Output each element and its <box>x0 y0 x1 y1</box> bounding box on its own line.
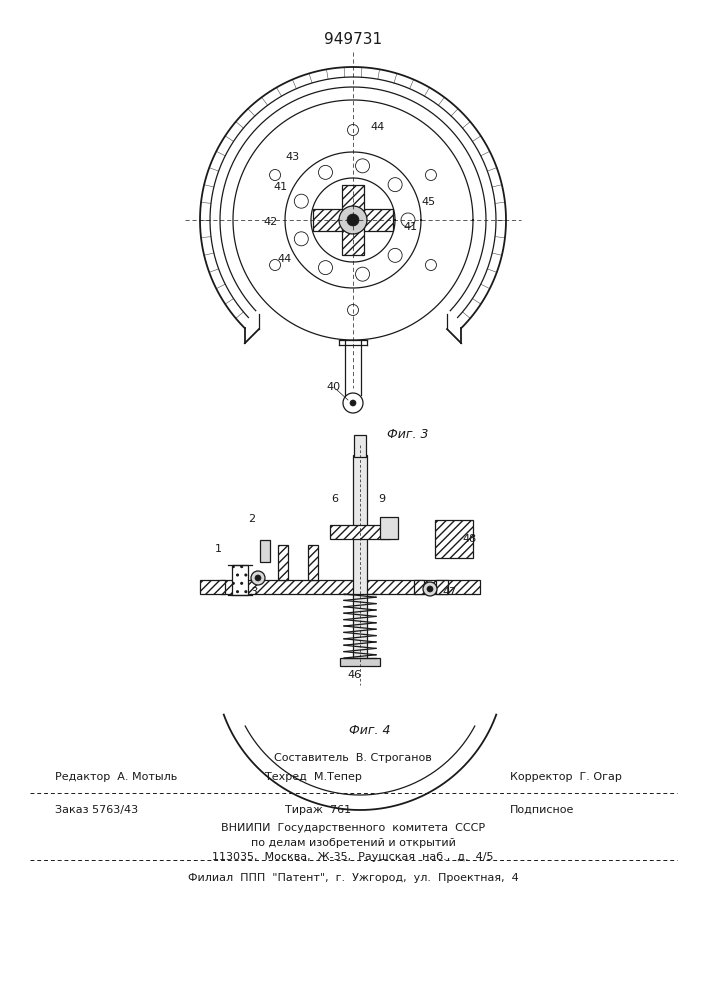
Circle shape <box>426 169 436 180</box>
Circle shape <box>423 582 437 596</box>
Bar <box>330 525 390 539</box>
Text: 42: 42 <box>264 217 278 227</box>
Text: Фиг. 3: Фиг. 3 <box>387 428 428 442</box>
Text: 9: 9 <box>378 494 385 504</box>
Circle shape <box>269 169 281 180</box>
Bar <box>260 540 270 562</box>
Bar <box>232 565 248 595</box>
Text: 2: 2 <box>248 514 255 524</box>
Bar <box>278 545 288 580</box>
Text: 1: 1 <box>214 544 221 554</box>
Text: Техред  М.Тепер: Техред М.Тепер <box>265 772 362 782</box>
Text: Заказ 5763/43: Заказ 5763/43 <box>55 805 138 815</box>
Circle shape <box>251 571 265 585</box>
Circle shape <box>339 206 367 234</box>
Text: 40: 40 <box>327 382 341 392</box>
Text: 949731: 949731 <box>324 32 382 47</box>
Text: 46: 46 <box>348 670 362 680</box>
Circle shape <box>426 259 436 270</box>
Bar <box>308 545 318 580</box>
Circle shape <box>347 214 359 226</box>
Circle shape <box>348 304 358 316</box>
Circle shape <box>350 400 356 406</box>
Bar <box>436 580 448 594</box>
Circle shape <box>427 586 433 592</box>
Text: Корректор  Г. Огар: Корректор Г. Огар <box>510 772 622 782</box>
Bar <box>354 435 366 457</box>
Bar <box>340 658 380 666</box>
Text: 44: 44 <box>278 254 292 264</box>
Text: 41: 41 <box>274 182 288 192</box>
Circle shape <box>269 259 281 270</box>
Bar <box>435 520 473 558</box>
Bar <box>220 580 480 594</box>
Text: Подписное: Подписное <box>510 805 574 815</box>
Text: Фиг. 4: Фиг. 4 <box>349 724 391 736</box>
Bar <box>380 517 398 539</box>
Text: ВНИИПИ  Государственного  комитета  СССР: ВНИИПИ Государственного комитета СССР <box>221 823 485 833</box>
Text: Филиал  ППП  "Патент",  г.  Ужгород,  ул.  Проектная,  4: Филиал ППП "Патент", г. Ужгород, ул. Про… <box>187 873 518 883</box>
Bar <box>353 455 367 665</box>
Circle shape <box>255 575 261 581</box>
Text: Редактор  А. Мотыль: Редактор А. Мотыль <box>55 772 177 782</box>
Bar <box>200 580 225 594</box>
Text: 41: 41 <box>404 222 418 232</box>
Bar <box>313 209 393 231</box>
Text: 47: 47 <box>443 587 457 597</box>
Text: 113035,  Москва,  Ж-35,  Раушская  наб.,  д.  4/5: 113035, Москва, Ж-35, Раушская наб., д. … <box>212 852 493 862</box>
Bar <box>414 580 424 594</box>
Text: 43: 43 <box>286 152 300 162</box>
Text: 3: 3 <box>252 587 259 597</box>
Text: по делам изобретений и открытий: по делам изобретений и открытий <box>250 838 455 848</box>
Text: 45: 45 <box>421 197 435 207</box>
Text: 6: 6 <box>332 494 339 504</box>
Text: Составитель  В. Строганов: Составитель В. Строганов <box>274 753 432 763</box>
Text: 48: 48 <box>463 534 477 544</box>
Circle shape <box>348 124 358 135</box>
Text: Тираж  761: Тираж 761 <box>285 805 351 815</box>
Bar <box>342 185 364 255</box>
Text: 44: 44 <box>371 122 385 132</box>
